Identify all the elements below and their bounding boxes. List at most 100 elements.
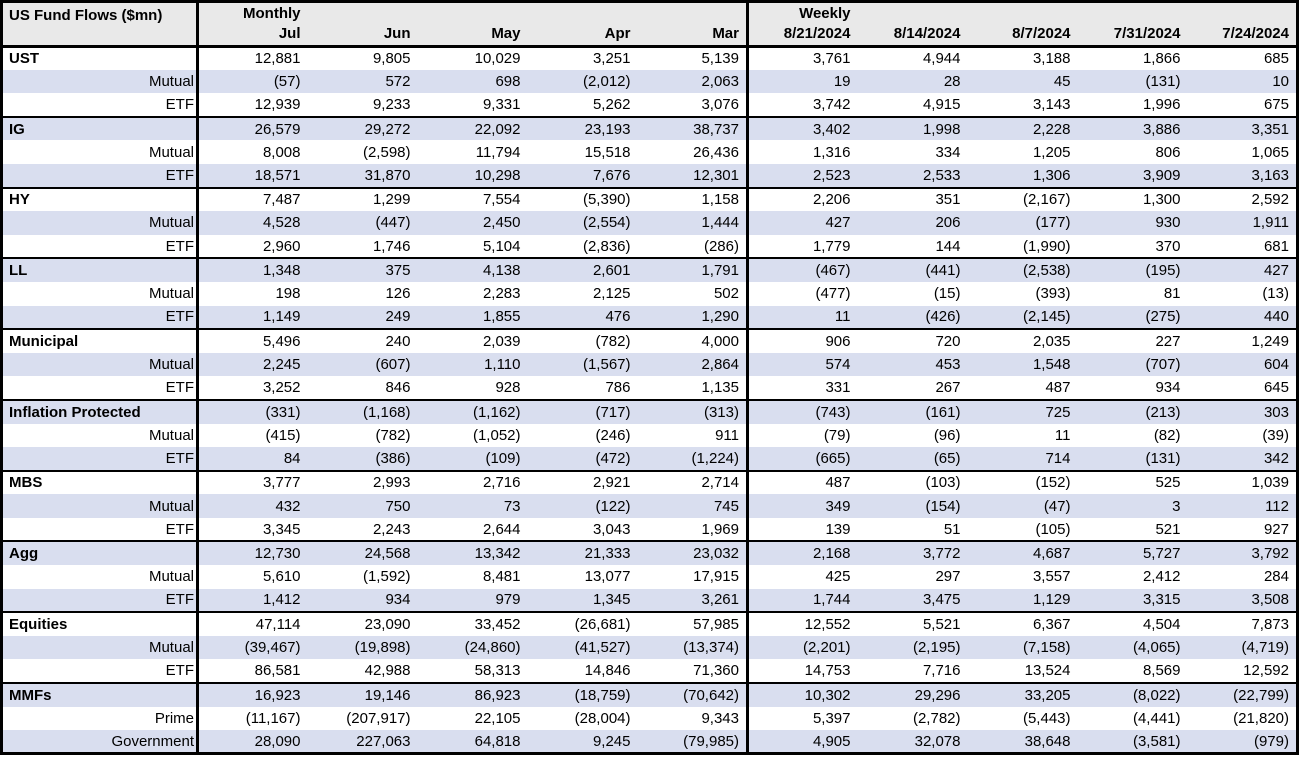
value-cell: (3,581) (1077, 730, 1188, 754)
value-cell: 2,412 (1077, 565, 1188, 589)
value-cell: (2,836) (527, 234, 638, 259)
value-cell: 86,581 (197, 659, 308, 684)
value-cell: (57) (197, 69, 308, 94)
value-cell: 3,508 (1187, 588, 1298, 613)
value-cell: 7,716 (857, 659, 968, 684)
value-cell: 1,290 (637, 305, 749, 330)
value-cell: 10,029 (417, 46, 528, 70)
value-cell: 3,792 (1187, 540, 1298, 566)
column-header: 7/31/2024 (1077, 24, 1188, 46)
value-cell: 427 (747, 211, 858, 235)
value-cell: 227,063 (307, 730, 418, 754)
value-cell: 206 (857, 211, 968, 235)
value-cell: 3,345 (197, 517, 308, 542)
value-cell: (426) (857, 305, 968, 330)
value-cell: 112 (1187, 494, 1298, 518)
table-row: ETF 1,149 249 1,855 476 1,290 11 (426) (2,145) (2… (1, 305, 1298, 330)
value-cell: 1,316 (747, 140, 858, 164)
value-cell: 267 (857, 376, 968, 400)
value-cell: 11 (747, 305, 858, 330)
value-cell: (8,022) (1077, 682, 1188, 707)
value-cell: (39) (1187, 423, 1298, 448)
value-cell: (15) (857, 281, 968, 306)
value-cell: (707) (1077, 352, 1188, 377)
value-cell: (1,592) (307, 565, 418, 589)
value-cell: 45 (967, 69, 1078, 94)
value-cell: 1,249 (1187, 328, 1298, 353)
row-sub-label: Mutual (1, 140, 199, 164)
value-cell: 2,523 (747, 163, 858, 188)
column-header: 7/24/2024 (1187, 24, 1298, 46)
header-row-sections: US Fund Flows ($mn) Monthly Weekly (1, 1, 1298, 46)
row-group-label: UST (1, 46, 199, 70)
column-header: Jun (307, 24, 418, 46)
value-cell: 698 (417, 69, 528, 94)
value-cell: 4,915 (857, 93, 968, 117)
value-cell: 846 (307, 376, 418, 400)
section-spacer (307, 1, 418, 24)
row-sub-label: ETF (1, 163, 199, 188)
table-row: Mutual (57) 572 698 (2,012) 2,063 19 28 45 (131) 1… (1, 69, 1298, 94)
value-cell: (195) (1077, 257, 1188, 282)
section-label-monthly: Monthly (197, 1, 308, 24)
value-cell: 1,306 (967, 163, 1078, 188)
value-cell: 3,909 (1077, 163, 1188, 188)
value-cell: (782) (307, 423, 418, 448)
value-cell: 1,065 (1187, 140, 1298, 164)
value-cell: (1,567) (527, 352, 638, 377)
value-cell: 1,779 (747, 234, 858, 259)
value-cell: (2,782) (857, 706, 968, 731)
value-cell: 21,333 (527, 540, 638, 566)
value-cell: 745 (637, 494, 749, 518)
row-group-label: MMFs (1, 682, 199, 707)
value-cell: 927 (1187, 517, 1298, 542)
value-cell: 440 (1187, 305, 1298, 330)
section-spacer (1077, 1, 1188, 24)
value-cell: 375 (307, 257, 418, 282)
row-sub-label: Mutual (1, 423, 199, 448)
value-cell: (2,598) (307, 140, 418, 164)
value-cell: 9,245 (527, 730, 638, 754)
value-cell: 29,272 (307, 115, 418, 141)
value-cell: (2,195) (857, 635, 968, 660)
value-cell: (5,443) (967, 706, 1078, 731)
value-cell: 5,727 (1077, 540, 1188, 566)
value-cell: 23,193 (527, 115, 638, 141)
value-cell: (4,441) (1077, 706, 1188, 731)
value-cell: (65) (857, 447, 968, 471)
column-header: Apr (527, 24, 638, 46)
value-cell: 64,818 (417, 730, 528, 754)
value-cell: (717) (527, 398, 638, 424)
row-group-label: Equities (1, 611, 199, 636)
value-cell: (13) (1187, 281, 1298, 306)
value-cell: (2,554) (527, 211, 638, 235)
value-cell: 126 (307, 281, 418, 306)
value-cell: 1,135 (637, 376, 749, 400)
value-cell: (82) (1077, 423, 1188, 448)
value-cell: 303 (1187, 398, 1298, 424)
value-cell: 725 (967, 398, 1078, 424)
value-cell: 487 (967, 376, 1078, 400)
value-cell: 3,351 (1187, 115, 1298, 141)
value-cell: 1,855 (417, 305, 528, 330)
row-sub-label: Mutual (1, 211, 199, 235)
value-cell: 487 (747, 469, 858, 495)
value-cell: 2,592 (1187, 186, 1298, 212)
value-cell: 10,302 (747, 682, 858, 707)
table-row: ETF 12,939 9,233 9,331 5,262 3,076 3,742 4,915 3… (1, 93, 1298, 117)
value-cell: 425 (747, 565, 858, 589)
value-cell: 84 (197, 447, 308, 471)
value-cell: 26,436 (637, 140, 749, 164)
value-cell: 1,158 (637, 186, 749, 212)
row-sub-label: Mutual (1, 69, 199, 94)
value-cell: (19,898) (307, 635, 418, 660)
value-cell: 2,716 (417, 469, 528, 495)
row-sub-label: Mutual (1, 565, 199, 589)
value-cell: 81 (1077, 281, 1188, 306)
column-header: 8/21/2024 (747, 24, 858, 46)
value-cell: 14,753 (747, 659, 858, 684)
value-cell: 14,846 (527, 659, 638, 684)
value-cell: 2,993 (307, 469, 418, 495)
value-cell: 4,138 (417, 257, 528, 282)
value-cell: (477) (747, 281, 858, 306)
